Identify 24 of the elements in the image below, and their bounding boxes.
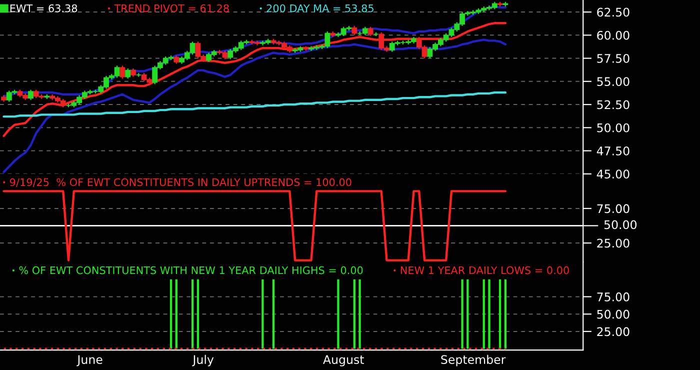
- x-tick-label: July: [192, 354, 214, 366]
- y-tick-label: 25.00: [597, 238, 630, 248]
- y-tick-label: 57.50: [597, 54, 630, 63]
- y-tick-label: 25.00: [597, 327, 630, 336]
- legend-label: EWT = 63.38: [10, 4, 78, 12]
- y-tick-label: 52.50: [597, 100, 630, 110]
- y-tick-label: 75.00: [597, 292, 630, 302]
- y-tick-label: 62.50: [597, 8, 630, 17]
- x-tick-label: August: [323, 355, 364, 366]
- ref-line-label: 50.00: [604, 220, 637, 230]
- legend-label: 200 DAY MA = 53.85: [266, 4, 374, 12]
- y-tick-label: 50.00: [597, 123, 630, 132]
- y-tick-label: 50.00: [597, 310, 630, 319]
- x-tick-label: September: [441, 354, 506, 366]
- y-tick-label: 47.50: [596, 146, 630, 156]
- legend-label: % OF EWT CONSTITUENTS WITH NEW 1 YEAR DAILY HIGHS = 0.00: [19, 266, 363, 274]
- y-tick-label: 55.00: [597, 77, 630, 86]
- y-tick-label: 75.00: [597, 204, 630, 214]
- y-tick-label: 45.00: [596, 170, 630, 179]
- y-tick-label: 60.00: [597, 30, 630, 40]
- legend-label: 9/19/25 % OF EWT CONSTITUENTS IN DAILY UPTRENDS = 100.00: [10, 178, 352, 187]
- legend-label: NEW 1 YEAR DAILY LOWS = 0.00: [400, 266, 569, 274]
- legend-label: TREND PIVOT = 61.28: [114, 4, 229, 12]
- x-tick-label: June: [76, 355, 102, 366]
